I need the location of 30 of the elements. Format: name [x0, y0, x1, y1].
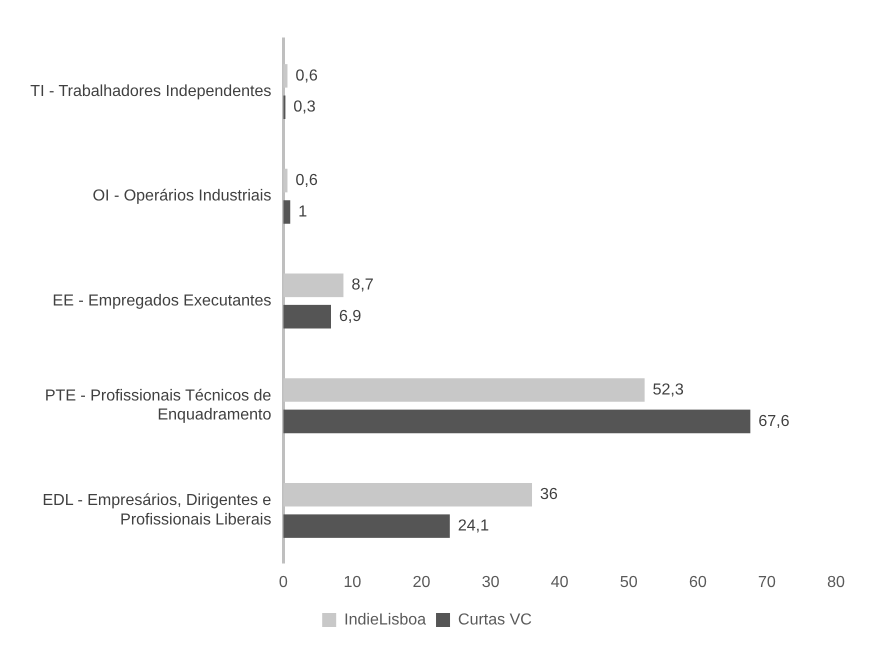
data-label: 36	[540, 486, 558, 504]
data-label: 24,1	[458, 518, 490, 535]
bar	[283, 200, 290, 224]
x-tick-label: 70	[758, 574, 776, 591]
y-tick-label: PTE - Profissionais Técnicos de Enquadramento	[44, 388, 272, 424]
data-label: 67,6	[758, 412, 790, 430]
data-label: 0,6	[295, 172, 318, 189]
bar	[283, 304, 332, 328]
data-label: 1	[298, 203, 308, 220]
x-tick-label: 40	[550, 574, 569, 591]
legend-label: Curtas VC	[458, 611, 532, 628]
data-label: 0,3	[293, 98, 316, 116]
bar	[283, 410, 750, 434]
x-tick-label: 80	[827, 574, 845, 591]
y-tick-label: TI - Trabalhadores Independentes	[30, 82, 272, 100]
x-tick-label: 60	[688, 574, 707, 591]
x-tick-label: 30	[482, 574, 500, 591]
data-label: 8,7	[351, 276, 374, 294]
y-tick-label: EDL - Empresários, Dirigentes e Profissionais Liberais	[42, 492, 272, 528]
data-label: 0,6	[295, 67, 318, 84]
x-tick-label: 50	[620, 574, 638, 591]
y-tick-label: OI - Operários Industriais	[92, 188, 272, 205]
legend-label: IndieLisboa	[344, 611, 426, 628]
bar	[283, 514, 450, 538]
data-label: 52,3	[652, 381, 684, 398]
data-label: 6,9	[339, 308, 362, 326]
x-tick-label: 0	[278, 574, 288, 591]
x-tick-label: 20	[412, 574, 430, 591]
x-tick-label: 10	[344, 574, 362, 591]
y-tick-label: EE - Empregados Executantes	[52, 292, 272, 310]
